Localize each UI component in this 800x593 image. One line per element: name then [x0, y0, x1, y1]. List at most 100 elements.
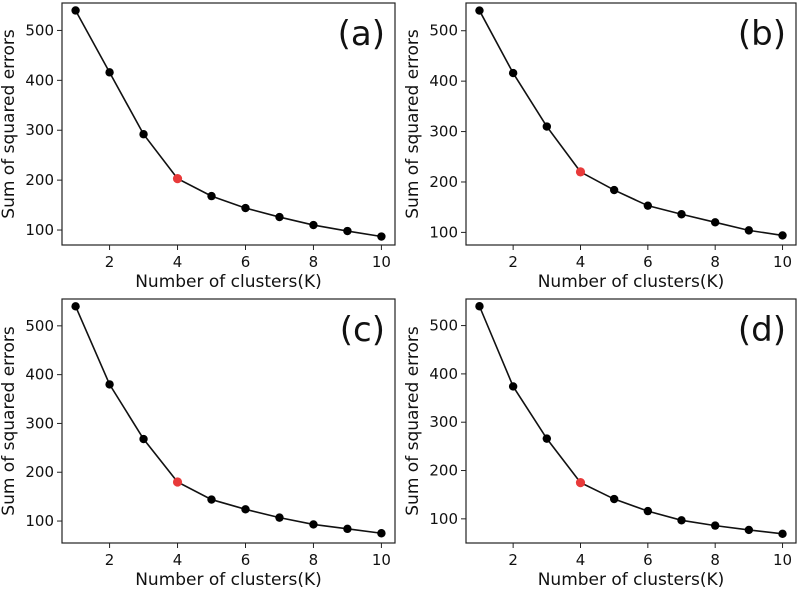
y-tick-label: 200: [25, 463, 54, 481]
x-tick-label: 10: [773, 253, 792, 271]
data-point: [710, 521, 720, 530]
y-tick-label: 400: [429, 365, 458, 383]
y-tick-label: 500: [25, 21, 54, 39]
data-point: [207, 191, 216, 201]
panel-label: (c): [340, 310, 385, 350]
highlight-point: [172, 477, 183, 487]
data-point: [508, 382, 518, 391]
y-axis-label: Sum of squared errors: [403, 29, 423, 219]
x-tick-label: 10: [372, 253, 391, 271]
series-line: [74, 306, 382, 535]
data-point: [542, 434, 552, 443]
data-point: [744, 226, 754, 235]
y-axis-label: Sum of squared errors: [403, 326, 423, 516]
data-point: [309, 520, 318, 529]
data-point: [778, 231, 787, 240]
x-axis-label: Number of clusters(K): [538, 272, 725, 292]
data-point: [643, 201, 653, 210]
y-tick-label: 400: [25, 71, 54, 89]
data-point: [105, 68, 114, 77]
data-point: [508, 68, 518, 78]
data-point: [241, 203, 250, 213]
y-tick-label: 100: [25, 512, 54, 530]
data-point: [609, 494, 619, 504]
chart-panel-2: 2 4 6 8 10 100 200 300 400 500 Number of clusters(…: [0, 298, 396, 590]
x-tick-label: 2: [105, 551, 115, 569]
data-point: [778, 529, 787, 539]
x-tick-label: 8: [309, 253, 319, 271]
data-point: [241, 505, 250, 514]
data-point: [139, 130, 148, 139]
x-tick-label: 8: [710, 253, 720, 271]
panel-label: (b): [738, 14, 786, 54]
x-tick-label: 10: [773, 551, 792, 569]
y-tick-label: 400: [429, 72, 458, 90]
series-line: [478, 10, 783, 237]
y-tick-label: 300: [25, 121, 54, 139]
y-tick-label: 200: [429, 173, 458, 191]
data-point: [343, 524, 352, 534]
x-tick-label: 2: [508, 253, 518, 271]
y-tick-label: 300: [429, 123, 458, 141]
y-tick-label: 400: [25, 366, 54, 384]
x-tick-label: 4: [173, 551, 183, 569]
data-point: [377, 232, 386, 241]
data-point: [139, 434, 148, 444]
data-point: [475, 302, 484, 311]
highlight-point: [575, 167, 586, 177]
x-tick-label: 4: [576, 253, 586, 271]
y-tick-label: 500: [429, 317, 458, 335]
highlight-point: [172, 174, 183, 184]
x-axis-label: Number of clusters(K): [135, 570, 322, 590]
x-tick-label: 6: [643, 253, 653, 271]
y-tick-label: 300: [25, 414, 54, 432]
data-point: [275, 212, 284, 222]
x-tick-label: 10: [372, 551, 391, 569]
series-line: [74, 10, 382, 238]
y-tick-label: 500: [25, 317, 54, 335]
y-axis-label: Sum of squared errors: [0, 326, 19, 516]
x-tick-label: 8: [710, 551, 720, 569]
chart-panel-1: 2 4 6 8 10 100 200 300 400 500 Number of clusters(…: [403, 2, 797, 292]
data-point: [71, 302, 80, 311]
x-tick-label: 8: [309, 551, 319, 569]
data-point: [105, 380, 114, 389]
y-tick-label: 100: [429, 510, 458, 528]
panel-label: (a): [338, 14, 385, 54]
data-point: [343, 226, 352, 236]
y-axis-label: Sum of squared errors: [0, 29, 19, 219]
y-tick-label: 200: [25, 171, 54, 189]
data-point: [744, 525, 754, 535]
x-tick-label: 4: [576, 551, 586, 569]
data-point: [542, 122, 552, 131]
y-tick-label: 500: [429, 22, 458, 40]
x-axis-label: Number of clusters(K): [135, 272, 322, 292]
highlight-point: [575, 478, 586, 488]
plot-frame: [61, 298, 396, 544]
y-tick-label: 100: [25, 221, 54, 239]
data-point: [309, 220, 318, 230]
panel-label: (d): [738, 310, 786, 350]
x-tick-label: 2: [105, 253, 115, 271]
data-point: [677, 210, 686, 219]
data-point: [71, 6, 80, 15]
y-tick-label: 100: [429, 223, 458, 241]
x-tick-label: 6: [241, 551, 251, 569]
data-point: [475, 6, 484, 15]
y-tick-label: 300: [429, 413, 458, 431]
plot-frame: [465, 298, 797, 544]
data-point: [377, 529, 386, 538]
data-point: [207, 495, 216, 504]
data-point: [643, 506, 653, 516]
plot-frame: [465, 2, 797, 246]
series-line: [478, 305, 783, 535]
x-tick-label: 2: [508, 551, 518, 569]
chart-panel-0: 2 4 6 8 10 100 200 300 400 500 Number of clusters(…: [0, 2, 396, 292]
y-tick-label: 200: [429, 462, 458, 480]
chart-panel-3: 2 4 6 8 10 100 200 300 400 500 Number of clusters(…: [403, 298, 797, 590]
data-point: [609, 185, 619, 195]
x-tick-label: 6: [241, 253, 251, 271]
x-axis-label: Number of clusters(K): [538, 570, 725, 590]
data-point: [710, 218, 720, 227]
